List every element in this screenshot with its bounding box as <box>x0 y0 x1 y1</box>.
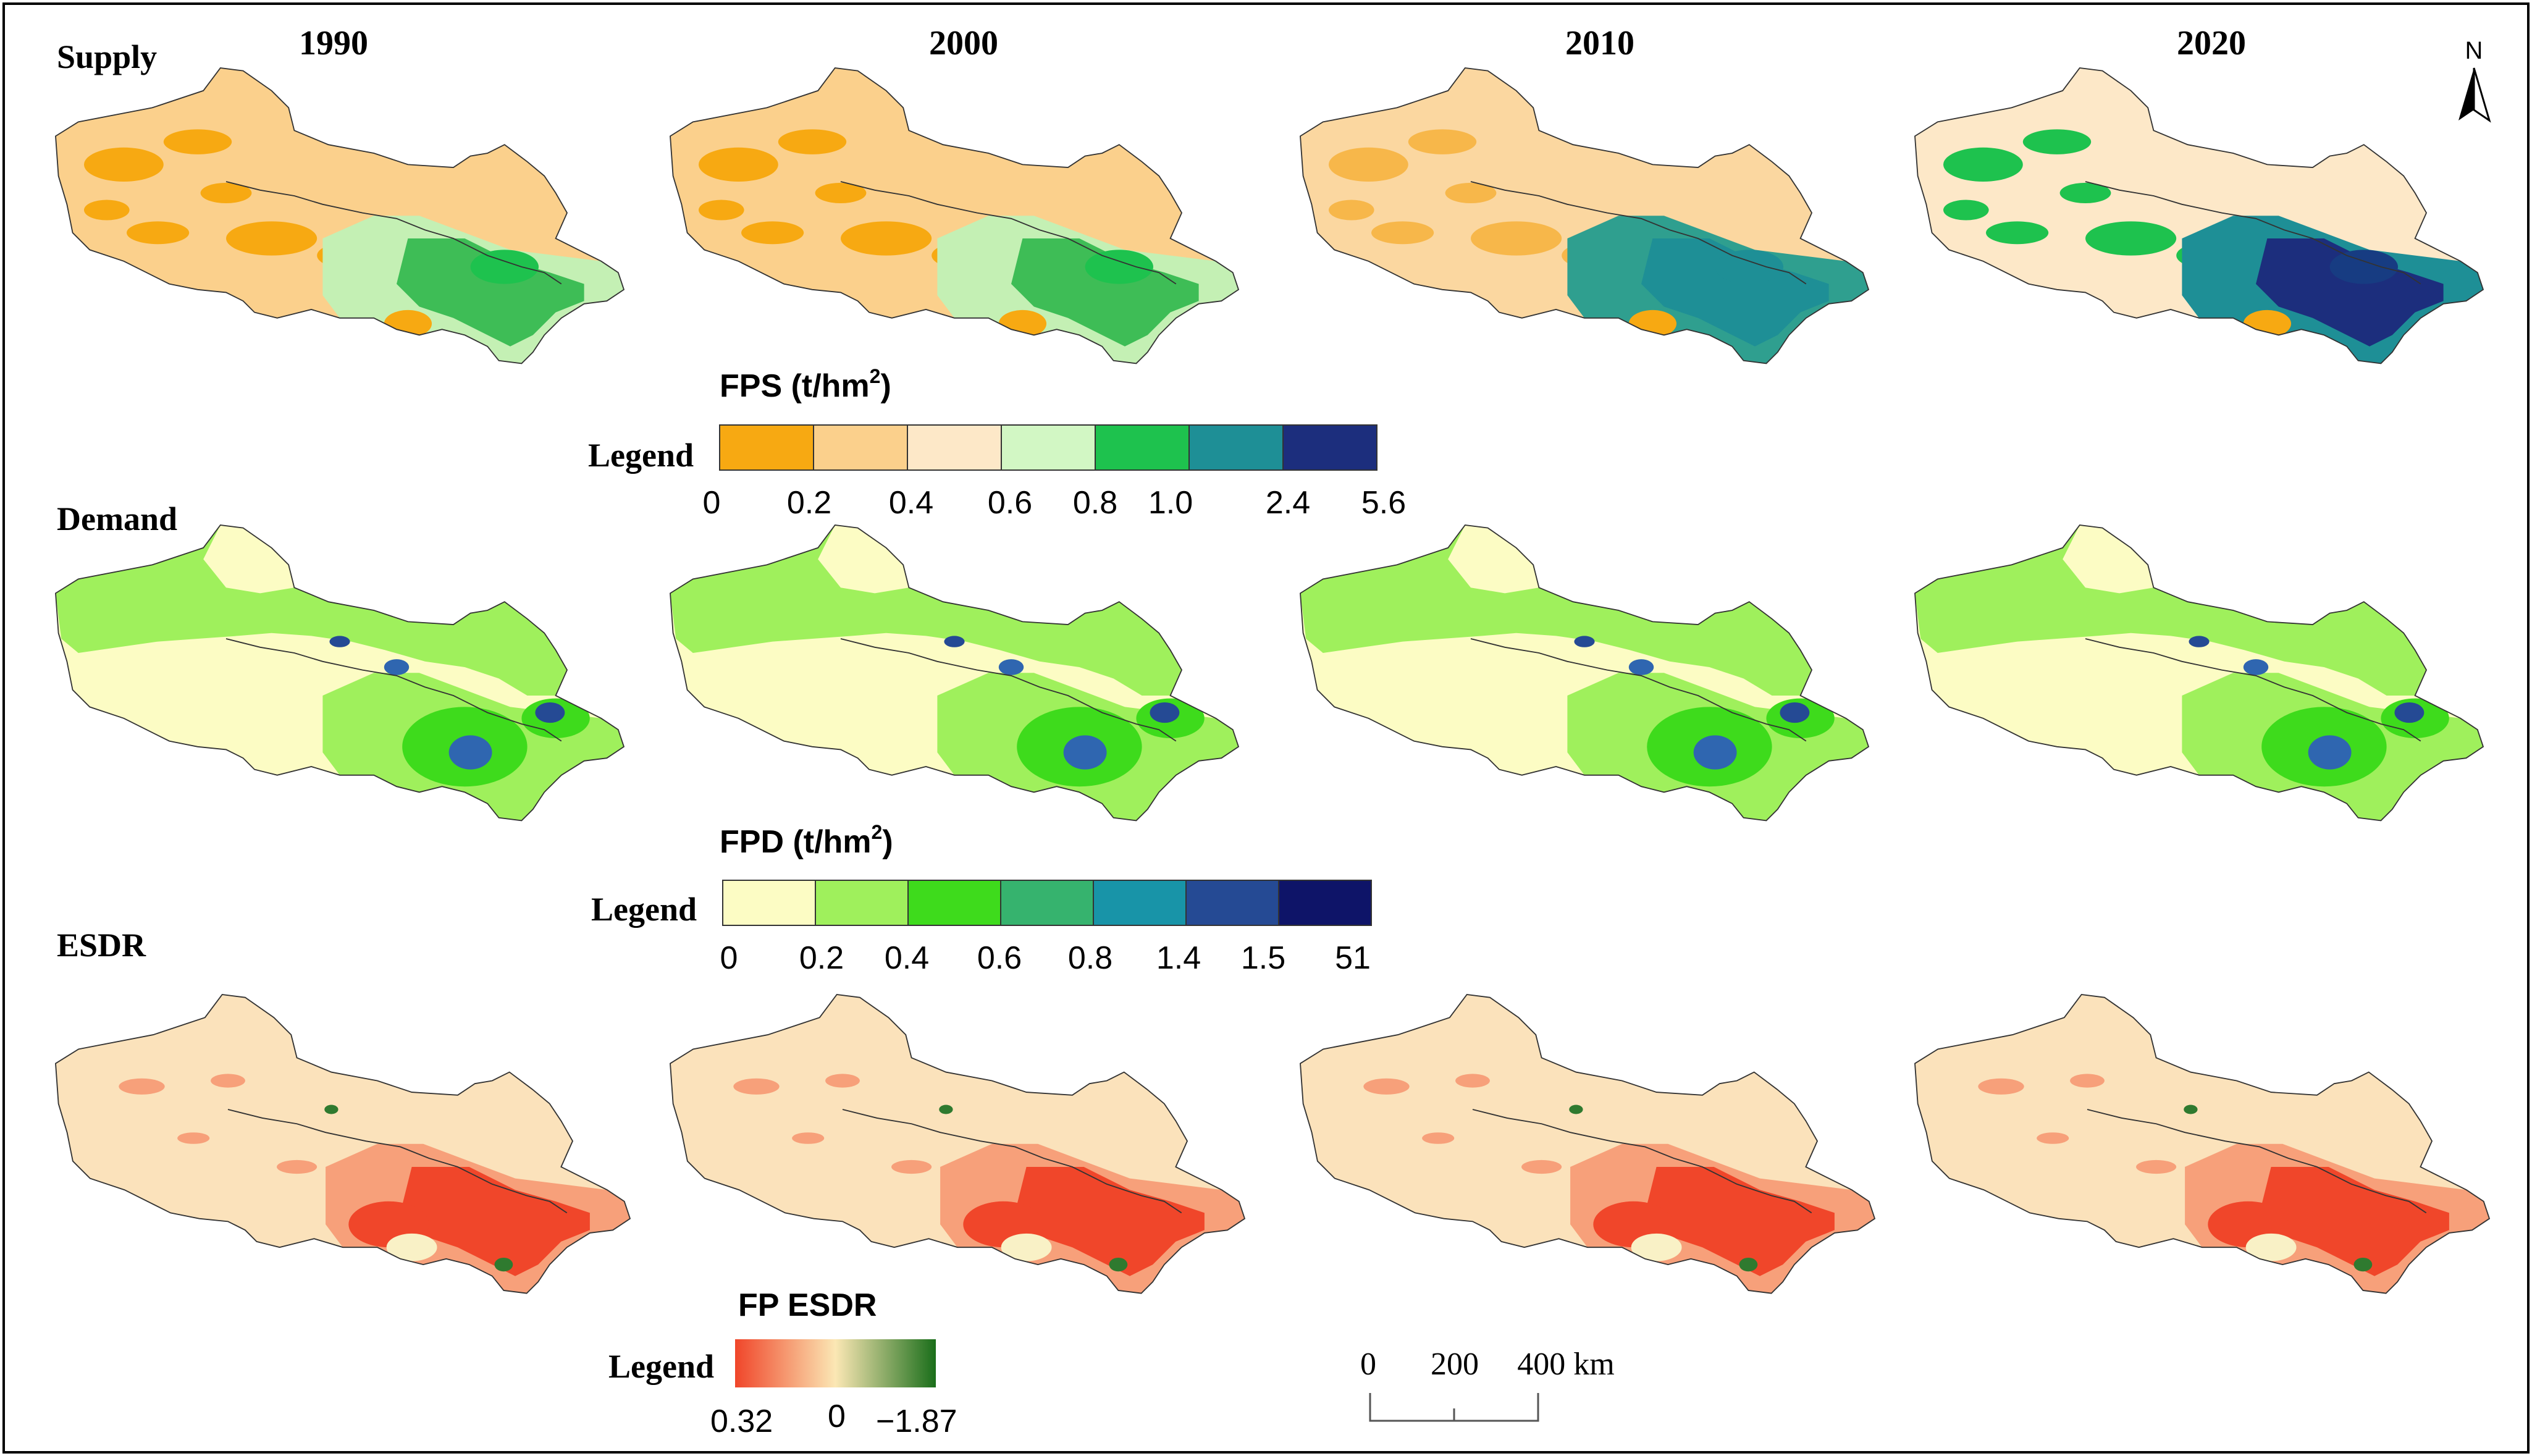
map-esdr-2000 <box>670 994 1245 1294</box>
north-arrow: N <box>2458 37 2491 123</box>
row-label-supply: Supply <box>57 38 157 75</box>
map-demand-2000 <box>670 524 1239 822</box>
map-fill-demand-2020 <box>1915 525 2483 821</box>
legend-fps-swatch-2 <box>907 424 1002 471</box>
legend-esdr-tick-2: −1.87 <box>876 1403 957 1439</box>
legend-esdr-label: Legend <box>608 1348 714 1385</box>
map-fill-supply-2000 <box>670 68 1239 364</box>
map-supply-1990 <box>55 67 625 364</box>
map-fill-supply-2020 <box>1915 68 2483 364</box>
map-demand-1990 <box>55 524 625 822</box>
map-esdr-2020 <box>1914 994 2490 1294</box>
map-fill-supply-1990 <box>56 68 624 364</box>
legend-fps-swatch-1 <box>813 424 908 471</box>
legend-esdr-title: FP ESDR <box>738 1287 877 1323</box>
legend-fpd-title: FPD (t/hm2) <box>720 821 893 860</box>
north-arrow-label: N <box>2465 37 2483 64</box>
legend-esdr-tick-0: 0.32 <box>710 1403 773 1439</box>
legend-fps-tick-2: 0.4 <box>889 485 933 521</box>
map-supply-2020 <box>1914 67 2484 364</box>
row-label-demand: Demand <box>57 500 177 537</box>
legend-fpd-swatch-3 <box>1000 880 1094 926</box>
legend-fps: FPS (t/hm2) Legend 0 0.2 0.4 0.6 0.8 1.0 2.4 5.… <box>588 365 1406 521</box>
legend-esdr-tick-1: 0 <box>828 1399 846 1434</box>
map-fill-supply-2010 <box>1300 68 1869 364</box>
legend-fpd-swatch-4 <box>1093 880 1187 926</box>
legend-fps-swatch-6 <box>1282 424 1377 471</box>
legend-fpd-tick-4: 0.8 <box>1068 940 1112 976</box>
legend-fps-swatch-5 <box>1188 424 1284 471</box>
legend-fps-tick-1: 0.2 <box>787 485 831 521</box>
scale-bar-label-0: 0 <box>1360 1347 1376 1382</box>
north-arrow-right-half <box>2473 67 2491 123</box>
legend-fpd-swatch-1 <box>815 880 909 926</box>
legend-fpd-tick-2: 0.4 <box>885 940 929 976</box>
legend-fpd-swatch-6 <box>1278 880 1372 926</box>
map-supply-2010 <box>1300 67 1869 364</box>
map-supply-2000 <box>670 67 1239 364</box>
year-header-1990: 1990 <box>299 24 368 62</box>
legend-fpd-swatch-0 <box>722 880 816 926</box>
legend-fps-tick-3: 0.6 <box>988 485 1032 521</box>
legend-fps-swatch-4 <box>1095 424 1190 471</box>
legend-fps-swatch-3 <box>1001 424 1096 471</box>
map-demand-2020 <box>1914 524 2484 822</box>
legend-esdr-gradient-bar <box>735 1339 936 1387</box>
legend-fps-tick-0: 0 <box>703 485 721 521</box>
legend-fpd-swatch-5 <box>1185 880 1279 926</box>
legend-fps-tick-7: 5.6 <box>1361 485 1406 521</box>
map-fill-esdr-1990 <box>56 995 631 1294</box>
map-demand-2010 <box>1300 524 1869 822</box>
map-fill-esdr-2020 <box>1915 995 2489 1294</box>
legend-fpd-tick-7: 51 <box>1335 940 1371 976</box>
year-header-2010: 2010 <box>1565 24 1634 62</box>
year-header-2020: 2020 <box>2177 24 2246 62</box>
legend-fps-swatch-0 <box>719 424 814 471</box>
legend-fpd-label: Legend <box>591 891 697 928</box>
map-esdr-2010 <box>1300 994 1875 1294</box>
scale-bar-label-200: 200 <box>1431 1347 1479 1382</box>
legend-fps-title: FPS (t/hm2) <box>720 365 891 404</box>
map-fill-esdr-2000 <box>670 995 1245 1294</box>
map-fill-esdr-2010 <box>1300 995 1875 1294</box>
legend-fps-tick-4: 0.8 <box>1073 485 1117 521</box>
legend-fps-label: Legend <box>588 437 694 474</box>
map-grid <box>55 67 2490 1294</box>
map-fill-demand-1990 <box>56 525 624 821</box>
legend-fpd: FPD (t/hm2) Legend 0 0.2 0.4 0.6 0.8 1.4 1.5 51 <box>591 821 1372 976</box>
year-header-2000: 2000 <box>929 24 998 62</box>
legend-fps-tick-6: 2.4 <box>1266 485 1310 521</box>
legend-fpd-tick-3: 0.6 <box>977 940 1022 976</box>
legend-fpd-tick-5: 1.4 <box>1156 940 1201 976</box>
scale-bar-line <box>1369 1393 1539 1422</box>
legend-fpd-swatch-2 <box>907 880 1001 926</box>
north-arrow-left-half <box>2458 68 2474 120</box>
legend-fps-tick-5: 1.0 <box>1148 485 1193 521</box>
map-esdr-1990 <box>55 994 631 1294</box>
map-fill-demand-2000 <box>670 525 1239 821</box>
row-label-esdr: ESDR <box>57 927 146 964</box>
legend-fpd-tick-6: 1.5 <box>1241 940 1285 976</box>
legend-esdr: FP ESDR Legend 0.32 0 −1.87 <box>608 1287 957 1439</box>
legend-fpd-tick-1: 0.2 <box>799 940 844 976</box>
scale-bar: 0 200 400 km <box>1360 1347 1615 1422</box>
scale-bar-label-400: 400 km <box>1517 1347 1614 1382</box>
legend-fpd-tick-0: 0 <box>720 940 738 976</box>
